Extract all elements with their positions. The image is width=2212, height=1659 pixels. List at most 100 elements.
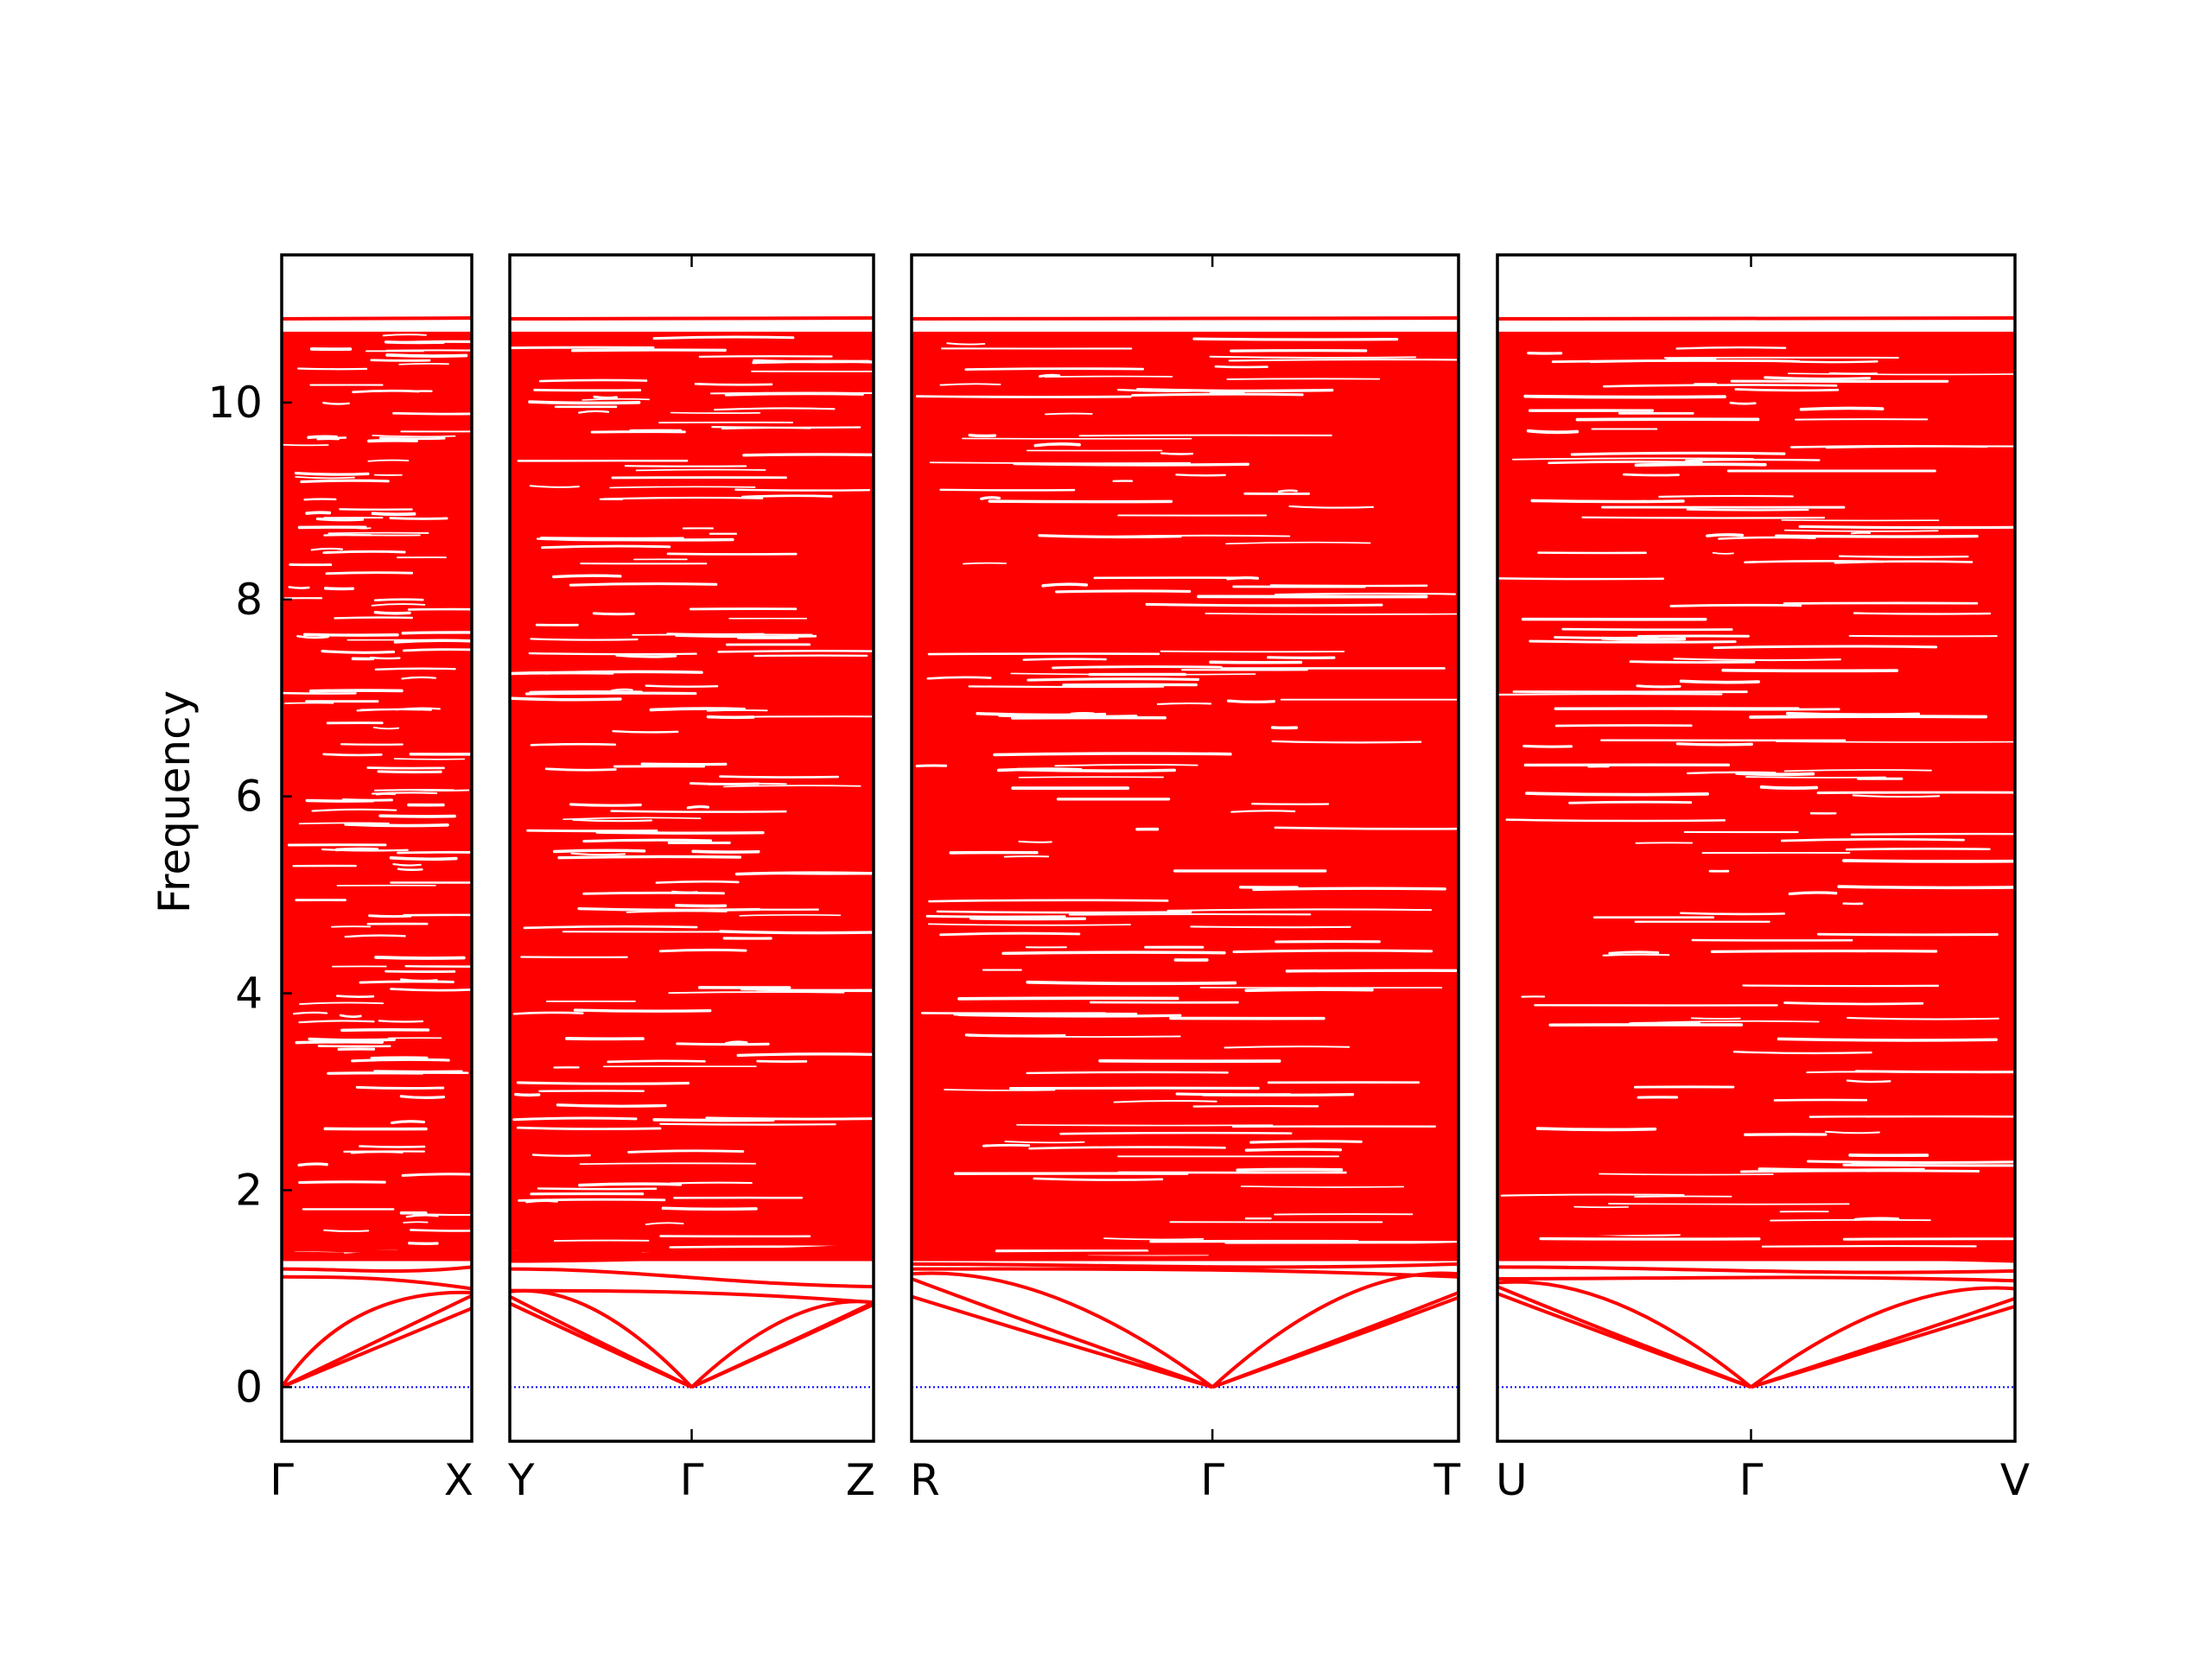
y-tick-label: 0 (235, 1362, 263, 1412)
band-gap (1252, 887, 1446, 892)
band-gap (1113, 1100, 1217, 1103)
band-gap (1505, 818, 1726, 823)
band-gap (366, 766, 445, 770)
band-gap (592, 612, 635, 616)
band-gap (1013, 461, 1250, 467)
band-gap (382, 334, 427, 337)
band-gap (573, 1008, 712, 1013)
band-gap (1522, 744, 1573, 748)
band-gap (1166, 908, 1433, 912)
optical-band (510, 1267, 874, 1289)
band-gap (1059, 1131, 1293, 1135)
band-gap (405, 1214, 439, 1218)
band-gap (939, 488, 1076, 492)
optical-band (510, 1227, 874, 1236)
band-gap (690, 782, 760, 785)
band-gap (1497, 692, 1723, 696)
band-gap (340, 743, 404, 746)
band-gap (1028, 1146, 1226, 1150)
x-tick-label: R (910, 1455, 940, 1505)
band-gap (1548, 461, 1703, 465)
acoustic-band (1211, 1291, 1459, 1389)
band-gap (1568, 800, 1693, 804)
x-tick-label: T (1433, 1455, 1460, 1505)
band-gap (553, 1239, 650, 1243)
band-gap (968, 433, 997, 438)
band-gap (1636, 684, 1681, 689)
band-gap (1690, 1017, 1741, 1020)
acoustic-band (912, 1271, 1214, 1389)
band-gap (350, 1150, 404, 1154)
band-gap (1554, 636, 1659, 639)
band-gap (686, 805, 709, 810)
band-gap (1634, 462, 1767, 467)
band-lines (912, 316, 1459, 1389)
band-gap (570, 348, 727, 353)
band-gap (1718, 536, 1816, 540)
optical-band (912, 1262, 1459, 1269)
band-gap (321, 649, 396, 654)
band-gap (307, 435, 339, 440)
band-gap (399, 1095, 446, 1099)
band-gap (1675, 346, 1787, 350)
band-gap (1602, 953, 1670, 957)
band-gap (742, 453, 873, 457)
band-gap (323, 587, 355, 591)
band-gap (1192, 337, 1399, 341)
band-gap (659, 1122, 836, 1126)
band-gap (1842, 1163, 2015, 1167)
band-gap (1500, 1193, 1685, 1197)
band-gap (1226, 699, 1276, 703)
band-gap (310, 547, 344, 551)
acoustic-band (282, 1290, 472, 1389)
band-gap (980, 496, 1001, 500)
band-gap (1010, 672, 1256, 676)
dense-band-region (282, 331, 472, 1262)
band-gap (1103, 1237, 1205, 1241)
band-gap (705, 1116, 874, 1121)
band-gap (1713, 645, 1938, 650)
band-gap (724, 1040, 748, 1046)
optical-band (1497, 1245, 2015, 1255)
band-gap (322, 401, 350, 405)
band-gap (1052, 665, 1223, 670)
band-gap (615, 653, 677, 658)
band-gap (1777, 1037, 1998, 1042)
band-gap (1529, 639, 1737, 644)
top-band (282, 316, 472, 321)
optical-band (282, 1253, 472, 1262)
panel-frame (910, 253, 1460, 1443)
band-gap (516, 1081, 690, 1085)
band-gap (1783, 769, 1932, 772)
band-gap (510, 346, 655, 350)
band-gap (635, 468, 766, 472)
band-gap (577, 907, 761, 912)
band-gap (1834, 560, 1974, 564)
band-gap (339, 1014, 362, 1019)
band-gap (322, 753, 383, 757)
band-gap (1232, 949, 1433, 954)
band-gap (627, 1149, 745, 1154)
band-gap (524, 691, 697, 696)
acoustic-band (912, 1294, 1213, 1389)
acoustic-band (1750, 1286, 2015, 1389)
band-gap (1680, 912, 1786, 916)
band-gap (988, 499, 1173, 504)
band-gap (373, 788, 455, 791)
band-gap (397, 868, 423, 872)
band-gap (1225, 541, 1371, 545)
band-gap (719, 775, 840, 779)
band-gap (1816, 791, 2015, 795)
band-gap (612, 729, 679, 734)
band-gap (734, 488, 871, 492)
band-gap (297, 1162, 328, 1166)
band-gap (717, 650, 874, 653)
band-gap (694, 383, 773, 386)
band-lines (282, 316, 472, 1389)
acoustic-band (690, 1300, 874, 1389)
x-tick-label: V (2000, 1455, 2030, 1505)
x-tick-label: Γ (680, 1455, 704, 1505)
band-gap (1205, 613, 1459, 615)
